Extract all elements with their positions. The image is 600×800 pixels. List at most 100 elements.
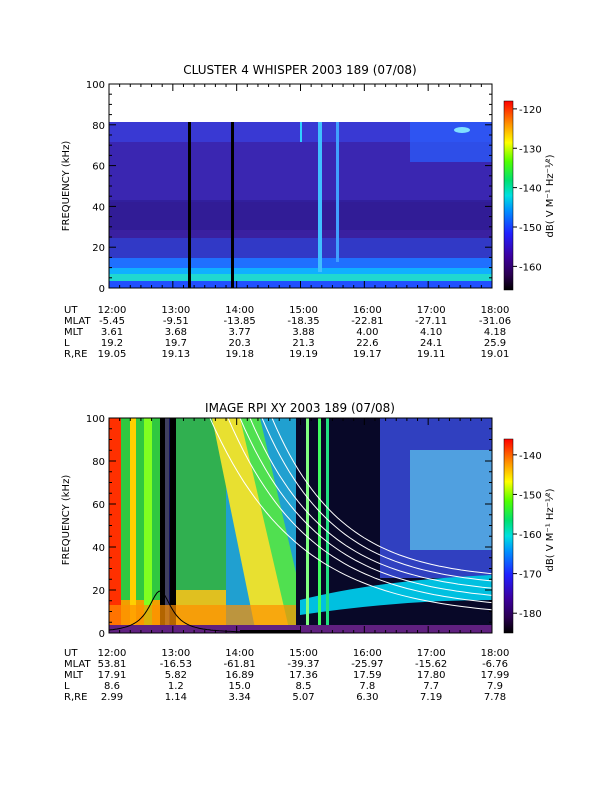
x-tick-label: 15:00 — [289, 305, 318, 316]
ephemeris-value: 2.99 — [101, 692, 123, 703]
x-tick-label: 17:00 — [417, 305, 446, 316]
colorbar-tick-label: -170 — [519, 570, 542, 581]
x-tick-label: 12:00 — [98, 648, 127, 659]
ephemeris-value: 19.18 — [225, 349, 254, 360]
ephemeris-value: 1.14 — [165, 692, 187, 703]
axes: 0 20 40 60 80 100 — [86, 414, 493, 640]
ephemeris-value: 19.13 — [162, 349, 191, 360]
x-tick-label: 14:00 — [225, 305, 254, 316]
colorbar-tick-label: -150 — [519, 223, 542, 234]
model-curve — [239, 418, 492, 596]
x-tick-label: 13:00 — [161, 305, 190, 316]
y-axis-label: FREQUENCY (kHz) — [61, 141, 72, 232]
ephemeris-table: UT 12:00 13:00 14:00 15:00 16:00 17:00 18:00 MLA… — [64, 305, 511, 360]
x-tick-label: 16:00 — [353, 648, 382, 659]
ephemeris-value: 7.7 — [423, 681, 439, 692]
ephemeris-value: -25.97 — [351, 659, 383, 670]
x-tick-label: 12:00 — [98, 305, 127, 316]
ephemeris-value: 4.10 — [420, 327, 442, 338]
ephemeris-value: -27.11 — [415, 316, 447, 327]
chart-title: CLUSTER 4 WHISPER 2003 189 (07/08) — [183, 63, 416, 77]
x-tick-label: 18:00 — [481, 305, 510, 316]
y-tick-label: 100 — [86, 80, 105, 91]
y-tick-label: 60 — [92, 500, 105, 511]
y-axis-label: FREQUENCY (kHz) — [61, 475, 72, 566]
y-tick-label: 40 — [92, 543, 105, 554]
ephemeris-value: 3.88 — [292, 327, 314, 338]
y-tick-label: 80 — [92, 121, 105, 132]
ephemeris-value: -5.45 — [99, 316, 125, 327]
ephemeris-value: 7.8 — [359, 681, 375, 692]
ephemeris-value: 17.36 — [289, 670, 318, 681]
ephemeris-row-label: R,RE — [64, 692, 87, 703]
x-tick-label: 18:00 — [481, 648, 510, 659]
x-tick-label: 15:00 — [289, 648, 318, 659]
panel-cluster: CLUSTER 4 WHISPER 2003 189 (07/08) 0 20 40… — [61, 63, 556, 360]
ephemeris-value: 21.3 — [292, 338, 314, 349]
ephemeris-value: 6.30 — [356, 692, 378, 703]
axes: 0 20 40 60 80 100 — [86, 80, 493, 295]
model-curve — [261, 418, 492, 582]
ephemeris-value: 7.78 — [484, 692, 506, 703]
ephemeris-value: 7.19 — [420, 692, 442, 703]
y-tick-label: 60 — [92, 162, 105, 173]
ephemeris-value: 3.61 — [101, 327, 123, 338]
ephemeris-value: 5.07 — [292, 692, 314, 703]
ephemeris-row-label: UT — [64, 305, 78, 316]
ephemeris-value: -22.81 — [351, 316, 383, 327]
ephemeris-value: -15.62 — [415, 659, 447, 670]
y-tick-label: 0 — [99, 284, 105, 295]
colorbar — [503, 100, 514, 291]
y-tick-label: 40 — [92, 202, 105, 213]
y-tick-label: 0 — [99, 629, 105, 640]
ephemeris-value: -16.53 — [160, 659, 192, 670]
colorbar-tick-label: -130 — [519, 144, 542, 155]
ephemeris-value: 19.7 — [165, 338, 187, 349]
peak-curve — [109, 590, 299, 633]
ephemeris-value: -13.85 — [224, 316, 256, 327]
ephemeris-value: 53.81 — [98, 659, 127, 670]
ephemeris-value: 19.05 — [98, 349, 127, 360]
colorbar-ticks: -120 -130 -140 -150 -160 — [513, 105, 542, 273]
ephemeris-value: 17.59 — [353, 670, 382, 681]
ephemeris-value: -9.51 — [163, 316, 189, 327]
ephemeris-row-label: MLAT — [64, 659, 91, 670]
ephemeris-value: 17.99 — [481, 670, 510, 681]
ephemeris-row-label: L — [64, 338, 70, 349]
colorbar-label: dB( V M⁻¹ Hz⁻¹⁄²) — [545, 154, 556, 237]
ephemeris-value: 5.82 — [165, 670, 187, 681]
ephemeris-row-label: R,RE — [64, 349, 87, 360]
colorbar-label: dB( V M⁻¹ Hz⁻¹⁄²) — [545, 488, 556, 571]
ephemeris-value: 19.01 — [481, 349, 510, 360]
colorbar-tick-label: -150 — [519, 490, 542, 501]
ephemeris-value: 20.3 — [229, 338, 251, 349]
ephemeris-value: 19.2 — [101, 338, 123, 349]
ephemeris-value: 17.80 — [417, 670, 446, 681]
ephemeris-table: UT 12:00 13:00 14:00 15:00 16:00 17:00 18:00 MLA… — [64, 648, 509, 703]
ephemeris-value: 3.34 — [229, 692, 251, 703]
colorbar-tick-label: -140 — [519, 451, 542, 462]
y-tick-label: 20 — [92, 243, 105, 254]
model-curve — [271, 418, 492, 575]
ephemeris-value: 15.0 — [229, 681, 251, 692]
ephemeris-value: 19.17 — [353, 349, 382, 360]
ephemeris-value: -39.37 — [287, 659, 319, 670]
x-tick-label: 17:00 — [417, 648, 446, 659]
ephemeris-value: 4.00 — [356, 327, 378, 338]
ephemeris-row-label: MLT — [64, 670, 84, 681]
ephemeris-value: 17.91 — [98, 670, 127, 681]
model-curve — [209, 418, 492, 611]
ephemeris-value: 4.18 — [484, 327, 506, 338]
ephemeris-value: 1.2 — [168, 681, 184, 692]
ephemeris-value: 8.5 — [296, 681, 312, 692]
spectrogram — [109, 122, 492, 288]
colorbar-ticks: -140 -150 -160 -170 -180 — [513, 451, 542, 620]
panel-image: IMAGE RPI XY 2003 189 (07/08) — [61, 401, 556, 703]
ephemeris-row-label: L — [64, 681, 70, 692]
ephemeris-value: -61.81 — [224, 659, 256, 670]
ephemeris-value: 7.9 — [487, 681, 503, 692]
ephemeris-value: -31.06 — [479, 316, 511, 327]
y-tick-label: 100 — [86, 414, 105, 425]
ephemeris-row-label: UT — [64, 648, 78, 659]
